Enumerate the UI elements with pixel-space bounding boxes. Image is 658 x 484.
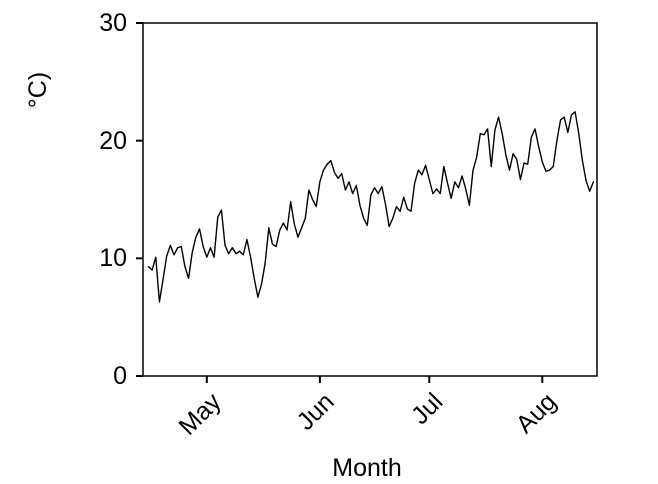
plot-border-box [142,22,598,377]
y-axis-title: °C) [24,71,52,109]
x-axis-title: Month [332,454,402,482]
y-tick-label: 20 [99,126,127,155]
x-axis-ticks [205,376,544,383]
y-tick-label: 30 [99,9,127,37]
y-axis-ticks [136,22,143,377]
y-tick-label: 0 [113,362,127,390]
y-tick-label: 10 [99,244,127,273]
temperature-line-series [147,111,595,303]
